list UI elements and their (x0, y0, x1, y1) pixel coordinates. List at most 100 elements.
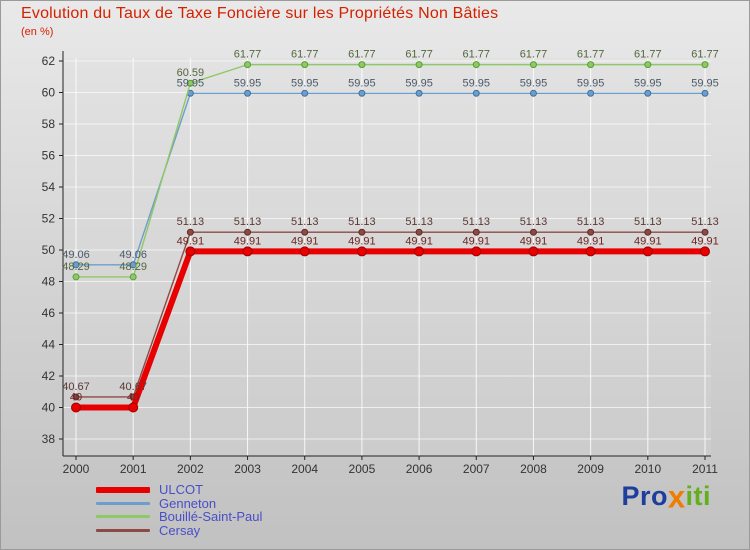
point-label-genneton: 59.95 (177, 77, 205, 89)
point-label-bouille-saint-paul: 61.77 (634, 49, 662, 61)
data-point-cersay (701, 228, 709, 236)
x-tick-label: 2011 (692, 462, 718, 476)
x-tick-label: 2005 (349, 462, 376, 476)
x-tick-label: 2002 (177, 462, 204, 476)
point-label-bouille-saint-paul: 61.77 (691, 49, 719, 61)
data-point-cersay (244, 228, 252, 236)
y-tick-label: 48 (42, 275, 56, 289)
point-label-genneton: 59.95 (405, 77, 433, 89)
data-point-ulcot (585, 246, 596, 257)
point-label-genneton: 59.95 (234, 77, 262, 89)
point-label-genneton: 49.06 (62, 249, 90, 261)
legend-label-bouille-saint-paul: Bouillé-Saint-Paul (159, 509, 263, 525)
series-line-cersay (76, 231, 705, 398)
point-label-ulcot: 49.91 (520, 235, 548, 247)
chart-subtitle: (en %) (21, 26, 54, 38)
point-label-bouille-saint-paul: 61.77 (291, 49, 319, 61)
point-label-bouille-saint-paul: 61.77 (405, 49, 433, 61)
data-point-ulcot (700, 246, 710, 257)
data-point-bouille-saint-paul (587, 61, 595, 69)
point-label-bouille-saint-paul: 61.77 (577, 49, 605, 61)
series-line-bouille-saint-paul (76, 63, 705, 278)
data-point-genneton (358, 89, 366, 97)
legend-item-cersay: Cersay (96, 524, 262, 538)
point-label-ulcot: 49.91 (405, 235, 433, 247)
data-point-genneton (644, 89, 652, 97)
data-point-ulcot (414, 246, 425, 257)
data-point-ulcot (299, 246, 310, 257)
x-tick-label: 2003 (234, 462, 261, 476)
data-point-cersay (186, 228, 194, 236)
data-point-genneton (415, 89, 423, 97)
legend-label-ulcot: ULCOT (159, 482, 204, 498)
y-tick-label: 62 (42, 54, 56, 68)
legend-swatch-genneton (96, 501, 150, 505)
point-label-ulcot: 49.91 (291, 235, 319, 247)
data-point-bouille-saint-paul (529, 61, 537, 69)
data-point-ulcot (128, 402, 139, 413)
proxiti-logo: Proxiti (621, 480, 711, 515)
data-point-ulcot (528, 246, 539, 257)
logo-x-icon: x (667, 479, 686, 515)
point-label-cersay: 51.13 (405, 216, 433, 228)
point-label-ulcot: 40 (127, 392, 139, 404)
series-line-genneton (76, 92, 705, 266)
y-tick-label: 56 (42, 149, 56, 163)
data-point-genneton (701, 89, 709, 97)
point-label-genneton: 59.95 (691, 77, 719, 89)
point-label-bouille-saint-paul: 48.29 (119, 261, 147, 273)
legend-item-bouille-saint-paul: Bouillé-Saint-Paul (96, 510, 262, 524)
data-point-genneton (529, 89, 537, 97)
point-label-genneton: 59.95 (463, 77, 491, 89)
y-tick-label: 52 (42, 212, 56, 226)
point-label-genneton: 59.95 (577, 77, 605, 89)
x-tick-label: 2008 (520, 462, 547, 476)
plot-background (63, 58, 711, 456)
data-point-cersay (529, 228, 537, 236)
data-point-ulcot (185, 246, 196, 257)
point-label-cersay: 51.13 (577, 216, 605, 228)
x-tick-label: 2001 (120, 462, 147, 476)
chart-title: Evolution du Taux de Taxe Foncière sur l… (21, 5, 499, 22)
x-tick-label: 2009 (577, 462, 604, 476)
point-label-cersay: 40.67 (62, 381, 90, 393)
legend-label-cersay: Cersay (159, 522, 201, 538)
point-label-ulcot: 49.91 (177, 235, 205, 247)
point-label-cersay: 40.67 (119, 381, 147, 393)
data-point-cersay (415, 228, 423, 236)
legend: ULCOT Genneton Bouillé-Saint-Paul Cersay (96, 483, 262, 537)
legend-swatch-cersay (96, 528, 150, 532)
data-point-cersay (358, 228, 366, 236)
data-point-bouille-saint-paul (358, 61, 366, 69)
point-label-ulcot: 49.91 (348, 235, 376, 247)
data-point-genneton (587, 89, 595, 97)
point-label-cersay: 51.13 (520, 216, 548, 228)
data-point-ulcot (242, 246, 253, 257)
data-point-cersay (472, 228, 480, 236)
point-label-cersay: 51.13 (234, 216, 262, 228)
point-label-ulcot: 40 (70, 392, 82, 404)
y-tick-label: 46 (42, 306, 56, 320)
point-label-cersay: 51.13 (348, 216, 376, 228)
y-tick-label: 54 (42, 180, 56, 194)
point-label-ulcot: 49.91 (634, 235, 662, 247)
data-point-cersay (644, 228, 652, 236)
series-line-ulcot (76, 248, 705, 411)
legend-item-ulcot: ULCOT (96, 483, 262, 497)
x-tick-label: 2000 (63, 462, 90, 476)
point-label-ulcot: 49.91 (577, 235, 605, 247)
data-point-bouille-saint-paul (701, 61, 709, 69)
data-point-ulcot (471, 246, 482, 257)
x-tick-label: 2007 (463, 462, 490, 476)
data-point-bouille-saint-paul (472, 61, 480, 69)
point-label-cersay: 51.13 (634, 216, 662, 228)
data-point-genneton (301, 89, 309, 97)
data-point-bouille-saint-paul (129, 273, 137, 281)
data-point-bouille-saint-paul (301, 61, 309, 69)
data-point-bouille-saint-paul (186, 79, 194, 87)
data-point-cersay (301, 228, 309, 236)
point-label-bouille-saint-paul: 61.77 (348, 49, 376, 61)
point-label-bouille-saint-paul: 60.59 (177, 67, 205, 79)
point-label-bouille-saint-paul: 61.77 (520, 49, 548, 61)
